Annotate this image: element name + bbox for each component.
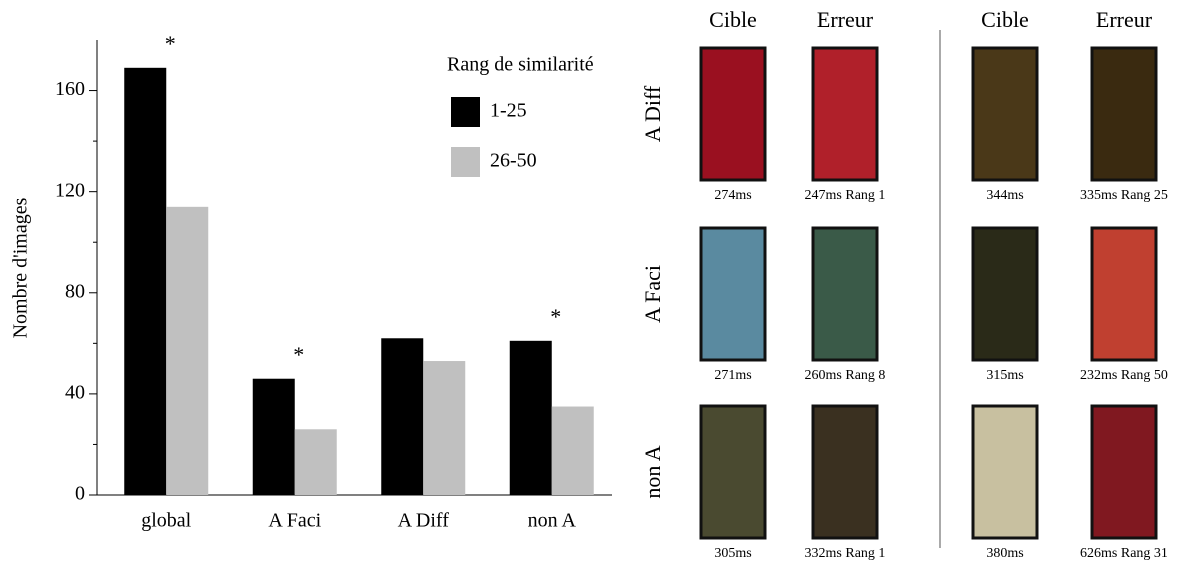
row-label: non A — [640, 445, 665, 498]
thumbnail — [1090, 46, 1158, 182]
caption: 332ms Rang 1 — [805, 546, 886, 561]
caption: 305ms — [714, 546, 751, 561]
thumbnail — [699, 226, 767, 362]
legend-swatch — [451, 97, 480, 127]
thumbnail — [811, 46, 879, 182]
y-tick-label: 80 — [65, 280, 85, 302]
x-tick-label: A Diff — [398, 510, 450, 532]
annotation: * — [293, 342, 304, 367]
bar — [381, 338, 424, 495]
bar — [423, 361, 466, 495]
column-header: Cible — [981, 7, 1029, 32]
caption: 380ms — [986, 546, 1023, 561]
y-tick-label: 120 — [55, 179, 85, 201]
caption: 274ms — [714, 188, 751, 203]
caption: 335ms Rang 25 — [1080, 188, 1168, 203]
caption: 247ms Rang 1 — [805, 188, 886, 203]
caption: 260ms Rang 8 — [805, 368, 886, 383]
column-header: Erreur — [817, 7, 874, 32]
column-header: Cible — [709, 7, 757, 32]
thumbnail — [811, 404, 879, 540]
y-tick-label: 40 — [65, 381, 85, 403]
y-axis-label: Nombre d'images — [10, 197, 32, 338]
thumbnail — [811, 226, 879, 362]
row-label: A Faci — [640, 265, 665, 323]
bar — [166, 206, 209, 496]
caption: 344ms — [986, 188, 1023, 203]
legend-title: Rang de similarité — [447, 54, 594, 76]
caption: 232ms Rang 50 — [1080, 368, 1168, 383]
y-tick-label: 0 — [75, 483, 85, 505]
x-tick-label: A Faci — [268, 510, 321, 532]
y-tick-label: 160 — [55, 78, 85, 100]
row-label: A Diff — [640, 85, 665, 142]
bar — [294, 429, 337, 495]
bar — [551, 406, 594, 495]
thumbnail — [1090, 226, 1158, 362]
legend-label: 1-25 — [490, 100, 527, 122]
annotation: * — [165, 31, 176, 56]
thumbnail — [699, 46, 767, 182]
bar — [252, 378, 295, 495]
annotation: * — [550, 304, 561, 329]
legend-swatch — [451, 147, 480, 177]
caption: 626ms Rang 31 — [1080, 546, 1168, 561]
caption: 315ms — [986, 368, 1023, 383]
x-tick-label: non A — [528, 510, 577, 532]
legend-label: 26-50 — [490, 150, 537, 172]
bar — [124, 67, 167, 496]
bar — [509, 340, 552, 495]
thumbnail — [971, 46, 1039, 182]
thumbnail — [1090, 404, 1158, 540]
x-tick-label: global — [141, 510, 191, 532]
column-header: Erreur — [1096, 7, 1153, 32]
thumbnail — [971, 226, 1039, 362]
thumbnail — [699, 404, 767, 540]
thumbnail — [971, 404, 1039, 540]
caption: 271ms — [714, 368, 751, 383]
